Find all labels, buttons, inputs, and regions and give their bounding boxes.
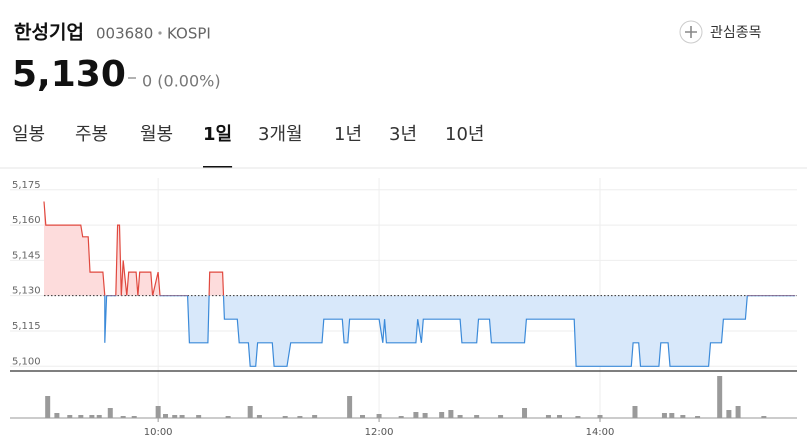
volume-bar <box>96 415 102 418</box>
volume-bar <box>297 416 303 418</box>
volume-bar <box>761 416 767 418</box>
volume-bar <box>439 412 445 418</box>
tab[interactable]: 주봉 <box>75 124 108 145</box>
volume-bar <box>376 414 382 418</box>
volume-bar <box>575 416 581 418</box>
market: KOSPI <box>167 25 211 43</box>
volume-bar <box>717 376 723 418</box>
volume-bar <box>661 413 667 418</box>
volume-bar <box>282 416 288 418</box>
volume-bar <box>225 416 231 418</box>
volume-bar <box>131 416 137 418</box>
watch-button[interactable]: 관심종목 <box>679 20 762 44</box>
volume-bar <box>155 406 161 418</box>
volume-bar <box>632 406 638 418</box>
current-price: 5,130 <box>12 54 126 95</box>
volume-bar <box>172 415 178 418</box>
volume-bar <box>522 408 528 418</box>
volume-bar <box>557 415 563 418</box>
volume-bar <box>545 415 551 418</box>
tab[interactable]: 3년 <box>389 124 417 145</box>
volume-bar <box>448 410 454 418</box>
y-tick-label: 5,115 <box>12 321 41 332</box>
volume-bar <box>413 412 419 418</box>
volume-bar <box>474 415 480 418</box>
y-tick-label: 5,130 <box>12 286 41 297</box>
volume-bar <box>45 396 51 418</box>
chart: 5,100 5,115 5,130 5,145 5,160 5,175 10:00 12:00… <box>10 178 797 438</box>
volume-bar <box>54 413 60 418</box>
volume-bar <box>680 415 686 418</box>
y-tick-label: 5,145 <box>12 250 41 261</box>
volume-bar <box>89 415 95 418</box>
watch-label[interactable]: 관심종목 <box>710 25 762 41</box>
tab[interactable]: 3개월 <box>258 124 303 145</box>
y-tick-label: 5,100 <box>12 356 41 367</box>
price-change: 0 (0.00%) <box>142 72 221 91</box>
tab[interactable]: 월봉 <box>140 124 173 145</box>
price-line <box>43 201 796 367</box>
y-tick-label: 5,175 <box>12 180 41 191</box>
tab[interactable]: 일봉 <box>12 124 45 145</box>
volume-bar <box>78 415 84 418</box>
volume-bar <box>120 416 126 418</box>
stock-code: 003680 <box>96 25 153 43</box>
tabs: 일봉 주봉 월봉 1일 3개월 1년 3년 10년 <box>12 124 484 168</box>
volume-bar <box>360 415 366 418</box>
volume-bar <box>726 410 732 418</box>
x-tick-label: 14:00 <box>586 427 615 438</box>
volume-bar <box>597 415 603 418</box>
volume-bar <box>163 414 169 418</box>
volume-bar <box>735 406 741 418</box>
volume-bar <box>695 416 701 418</box>
volume-bar <box>247 406 253 418</box>
volume-bar <box>457 415 463 418</box>
volume-bar <box>256 415 262 418</box>
volume-bar <box>196 415 202 418</box>
volume-bar <box>669 413 675 418</box>
volume-bar <box>498 415 504 418</box>
stock-name: 한성기업 <box>14 22 84 44</box>
volume-bar <box>67 415 73 418</box>
volume-bar <box>179 415 185 418</box>
volume-bar <box>398 416 404 418</box>
y-tick-label: 5,160 <box>12 215 41 226</box>
tab[interactable]: 1년 <box>334 124 362 145</box>
separator-dot <box>158 31 162 35</box>
tab[interactable]: 1일 <box>203 124 232 145</box>
plus-icon <box>685 26 697 38</box>
volume-bar <box>312 415 318 418</box>
price-area <box>44 201 796 367</box>
x-tick-label: 10:00 <box>144 427 173 438</box>
volume-bar <box>422 413 428 418</box>
volume-bar <box>107 408 113 418</box>
x-tick-label: 12:00 <box>365 427 394 438</box>
volume-bar <box>347 396 353 418</box>
tab[interactable]: 10년 <box>445 124 484 145</box>
